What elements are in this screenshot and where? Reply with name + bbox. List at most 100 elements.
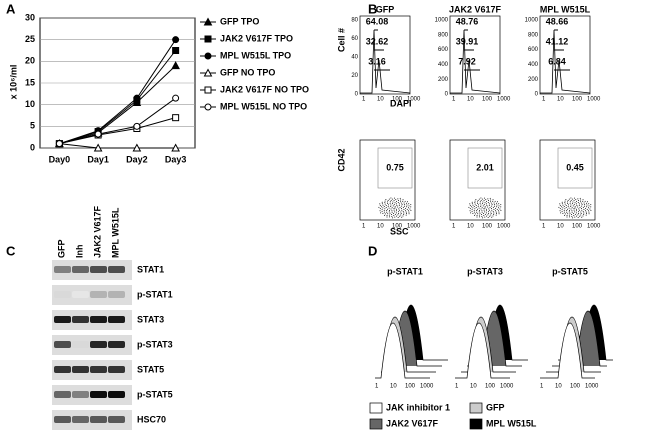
band <box>54 291 71 298</box>
dot <box>570 205 572 207</box>
dot <box>392 217 394 219</box>
dot <box>576 215 578 217</box>
dot <box>571 210 573 212</box>
band <box>108 391 125 398</box>
dot <box>562 213 564 215</box>
dot <box>471 203 473 205</box>
y-tick-label: 25 <box>25 34 35 44</box>
dot <box>398 208 400 210</box>
dot <box>402 215 404 217</box>
band <box>90 291 107 298</box>
dot <box>561 211 563 213</box>
dot <box>581 216 583 218</box>
dot <box>489 201 491 203</box>
dot <box>398 212 400 214</box>
dot <box>582 199 584 201</box>
dot <box>381 201 383 203</box>
dot <box>587 210 589 212</box>
dot <box>378 206 380 208</box>
x-tick-label: 1 <box>542 224 546 230</box>
dot <box>498 203 500 205</box>
dot <box>490 211 492 213</box>
dot <box>577 216 579 218</box>
dot <box>400 214 402 216</box>
dot <box>490 214 492 216</box>
dot <box>482 212 484 214</box>
dot <box>569 201 571 203</box>
dot <box>473 211 475 213</box>
dot <box>563 205 565 207</box>
dot <box>588 203 590 205</box>
dot <box>395 200 397 202</box>
dot <box>406 204 408 206</box>
dot <box>477 206 479 208</box>
dot <box>400 211 402 213</box>
gate-value: 6.84 <box>548 56 566 66</box>
dot <box>495 214 497 216</box>
dot <box>407 207 409 209</box>
legend-swatch <box>469 418 483 430</box>
dot <box>472 207 474 209</box>
band <box>72 341 89 348</box>
dot <box>577 214 579 216</box>
dot <box>390 197 392 199</box>
dot <box>480 204 482 206</box>
dot <box>569 212 571 214</box>
dot <box>581 202 583 204</box>
legend-label: MPL W515L TPO <box>220 50 291 60</box>
marker <box>172 94 180 102</box>
y-tick-label: 1000 <box>435 18 449 24</box>
y-tick-label: 800 <box>438 32 449 38</box>
dot <box>400 208 402 210</box>
dot <box>574 202 576 204</box>
band <box>54 416 71 423</box>
band <box>90 366 107 373</box>
legend-label: JAK2 V617F TPO <box>220 33 293 43</box>
dot <box>398 209 400 211</box>
dot <box>575 199 577 201</box>
dot <box>573 209 575 211</box>
x-tick-label: 100 <box>485 384 496 390</box>
legend-marker <box>204 35 212 43</box>
x-tick-label: Day0 <box>49 154 71 164</box>
dot <box>385 204 387 206</box>
dot <box>500 204 502 206</box>
dot <box>398 204 400 206</box>
dot <box>391 210 393 212</box>
dot <box>574 207 576 209</box>
dot <box>578 203 580 205</box>
dot <box>384 213 386 215</box>
dot <box>580 199 582 201</box>
dot <box>491 216 493 218</box>
dot <box>485 210 487 212</box>
dot <box>574 211 576 213</box>
gate-value: 0.45 <box>566 162 584 172</box>
x-tick-label: 1 <box>452 97 456 103</box>
dot <box>382 204 384 206</box>
dot <box>584 204 586 206</box>
dot <box>585 211 587 213</box>
dot <box>491 204 493 206</box>
dot <box>581 205 583 207</box>
dot <box>490 199 492 201</box>
dot <box>381 203 383 205</box>
dot <box>391 207 393 209</box>
row-label: p-STAT3 <box>137 339 173 349</box>
dot <box>384 202 386 204</box>
dot <box>477 199 479 201</box>
x-tick-label: 1 <box>455 384 459 390</box>
dot <box>495 211 497 213</box>
x-tick-label: 1 <box>542 97 546 103</box>
dot <box>492 215 494 217</box>
dot <box>402 199 404 201</box>
dot <box>481 210 483 212</box>
dot <box>574 197 576 199</box>
y-tick-label: 5 <box>30 121 35 131</box>
dot <box>402 211 404 213</box>
dot <box>573 200 575 202</box>
band <box>90 391 107 398</box>
panel-label: C <box>6 243 16 258</box>
dot <box>383 209 385 211</box>
dot <box>387 201 389 203</box>
x-tick-label: 1 <box>362 224 366 230</box>
